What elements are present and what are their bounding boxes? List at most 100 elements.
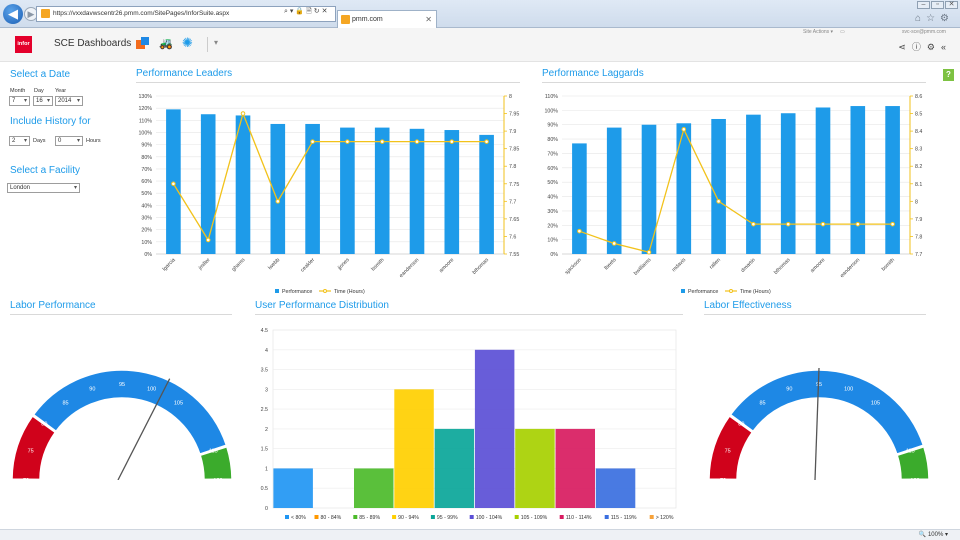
collapse-icon[interactable]: « — [940, 42, 952, 52]
browser-toolbar: ◀ ▶ https://vxxdavwscentr26.pmm.com/Site… — [0, 0, 960, 28]
y-tick-label: 10% — [141, 240, 152, 246]
y-tick-label: 130% — [138, 94, 152, 100]
settings-icon[interactable]: ⚙ — [926, 42, 941, 52]
gauge-tick-label: 85 — [63, 400, 69, 406]
legend-label: 80 - 84% — [321, 515, 342, 521]
address-tools-icon[interactable]: ⌕▾🔒🗎↻✕ — [284, 8, 330, 15]
y-tick-label: 4 — [265, 348, 268, 354]
year-select[interactable]: 2014 — [55, 96, 83, 106]
gauge-tick-label: 95 — [119, 382, 125, 388]
y-tick-label: 2 — [265, 427, 268, 433]
y-tick-label: 90% — [547, 123, 558, 129]
settings-gear-icon[interactable]: ⚙ — [940, 13, 954, 24]
labor-effectiveness-gauge: 707580859095100105115120 — [708, 367, 930, 480]
labor-effectiveness-rule — [704, 314, 926, 315]
right-tick-label: 8.1 — [915, 182, 922, 188]
right-tick-label: 7.8 — [915, 234, 922, 240]
legend-swatch-performance — [275, 289, 279, 293]
lightbulb-icon[interactable]: ✺ — [182, 35, 193, 50]
performance-bar — [200, 114, 216, 254]
performance-bar — [641, 124, 657, 255]
time-hours-point — [785, 221, 791, 227]
legend-swatch — [469, 515, 474, 519]
performance-bar — [676, 123, 692, 254]
legend-swatch — [353, 515, 358, 519]
y-tick-label: 70% — [547, 151, 558, 157]
gauge-tick-label: 80 — [41, 422, 47, 428]
gauge-band — [729, 369, 925, 455]
close-window-icon[interactable]: ✕ — [945, 1, 958, 9]
x-tick-label: sjackson — [564, 257, 583, 276]
y-tick-label: 110% — [139, 118, 152, 124]
right-tick-label: 7.9 — [915, 217, 922, 223]
distribution-bar — [434, 428, 475, 508]
days-select[interactable]: 2 — [9, 136, 30, 146]
performance-bar — [815, 107, 831, 254]
time-hours-point — [716, 199, 721, 204]
back-arrow-icon[interactable]: ◀ — [3, 4, 23, 24]
time-hours-point — [577, 228, 582, 234]
x-tick-label: lgarcia — [162, 257, 177, 272]
site-actions-menu[interactable]: Site Actions ▾ ▭ — [803, 29, 845, 35]
time-hours-point — [890, 221, 895, 227]
right-tick-label: 7.95 — [509, 112, 519, 118]
legend-marker-time — [323, 289, 327, 293]
chevron-down-icon[interactable]: ▾ — [214, 38, 219, 47]
favorites-icon[interactable]: ☆ — [926, 13, 941, 24]
facility-select[interactable]: London — [7, 183, 80, 193]
zoom-level[interactable]: 🔍 100% ▾ — [918, 532, 948, 538]
legend-label: > 120% — [656, 515, 674, 521]
gauge-tick-label: 100 — [147, 387, 156, 393]
performance-bar — [409, 128, 425, 254]
browser-tab[interactable]: pmm.com ✕ — [337, 10, 437, 28]
hours-select[interactable]: 0 — [55, 136, 83, 146]
distribution-bar — [555, 428, 595, 508]
y-tick-label: 100% — [544, 108, 558, 114]
performance-bar — [746, 114, 761, 254]
distribution-bar — [595, 468, 636, 508]
gauge-tick-label: 80 — [738, 422, 744, 428]
y-tick-label: 0% — [144, 252, 152, 258]
performance-laggards-chart: 0% 10% 20% 30% 40% 50% 60% 70% 80% 90% 100% 110% 7.7… — [544, 94, 922, 295]
y-tick-label: 10% — [547, 238, 558, 244]
maximize-icon[interactable]: ▫ — [931, 1, 944, 9]
distribution-bar — [354, 468, 394, 508]
right-tick-label: 7.8 — [509, 164, 516, 170]
legend-label-performance: Performance — [688, 289, 718, 295]
time-hours-point — [205, 237, 211, 243]
user-performance-distribution-chart: 0 0.5 1 1.5 2 2.5 3 3.5 4 4.5 < 80% 80 - 84% 85 - 89… — [261, 328, 677, 521]
gauge-tick-label: 100 — [844, 387, 853, 393]
apps-icon[interactable] — [136, 37, 150, 51]
right-tick-label: 8.5 — [915, 112, 922, 118]
legend-label: 105 - 109% — [521, 515, 548, 521]
time-hours-point — [449, 139, 455, 144]
performance-bar — [479, 134, 494, 254]
x-tick-label: ceakler — [300, 257, 316, 273]
user-account[interactable]: svc-sce@pmm.com — [902, 29, 946, 35]
right-tick-label: 8 — [509, 94, 512, 100]
forklift-icon[interactable]: 🚜 — [159, 38, 173, 50]
infor-logo: infor — [15, 36, 32, 53]
home-icon[interactable]: ⌂ — [915, 13, 927, 24]
x-tick-label: jjones — [336, 257, 351, 272]
legend-swatch — [314, 515, 319, 519]
day-select[interactable]: 16 — [33, 96, 53, 106]
y-tick-label: 50% — [141, 191, 152, 197]
share-icon[interactable]: ⋖ — [898, 42, 912, 52]
performance-bar — [885, 106, 900, 255]
url-text: https://vxxdavwscentr26.pmm.com/SitePage… — [53, 10, 230, 17]
laggards-title: Performance Laggards — [542, 68, 644, 79]
y-tick-label: 80% — [547, 137, 558, 143]
right-tick-label: 8.3 — [915, 147, 922, 153]
minimize-icon[interactable]: – — [917, 1, 930, 9]
header-divider — [207, 37, 208, 52]
help-icon[interactable]: ? — [943, 69, 954, 81]
labor-performance-rule — [10, 314, 232, 315]
info-icon[interactable]: ⓘ — [911, 42, 927, 52]
y-tick-label: 3 — [265, 387, 268, 393]
month-select[interactable]: 7 — [9, 96, 30, 106]
y-tick-label: 70% — [141, 167, 152, 173]
day-label: Day — [34, 88, 44, 94]
tab-close-icon[interactable]: ✕ — [425, 15, 432, 24]
address-bar[interactable]: https://vxxdavwscentr26.pmm.com/SitePage… — [36, 6, 336, 22]
